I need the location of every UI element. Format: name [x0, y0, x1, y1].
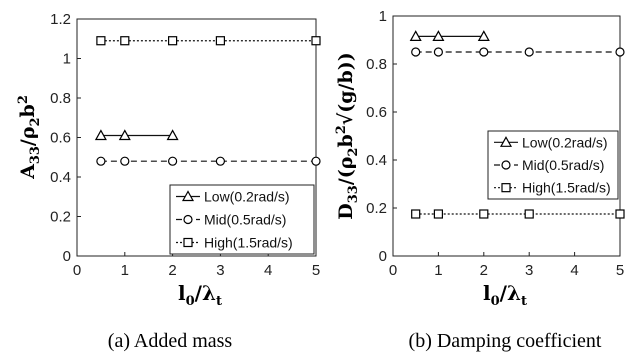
legend-label: Mid(0.5rad/s) — [522, 157, 604, 173]
data-point-square — [615, 209, 625, 219]
data-point-circle — [479, 47, 489, 57]
x-tick-label: 1 — [121, 262, 129, 279]
data-point-square — [120, 36, 130, 46]
data-point-circle — [615, 47, 625, 57]
data-point-triangle — [432, 30, 445, 42]
data-point-circle — [215, 156, 225, 166]
y-axis-label-a: A33/ρ2b2 — [16, 95, 43, 180]
y-tick-label: 1.2 — [50, 11, 71, 28]
legend-marker-square — [183, 237, 193, 248]
caption-b: (b) Damping coefficient — [409, 330, 602, 352]
x-tick-label: 5 — [312, 262, 320, 279]
panel-damping-coefficient: 0 1 2 3 4 5 0 0.2 0.4 0.6 0.8 1 Low(0.2rad/s) Mid(0.5… — [334, 8, 625, 352]
panel-added-mass: 0 1 2 3 4 5 0 0.2 0.4 0.6 0.8 1 1.2 Low(0.2rad/s) Mid(… — [16, 11, 321, 352]
data-point-triangle — [94, 129, 107, 141]
plot-area-a: 0 1 2 3 4 5 0 0.2 0.4 0.6 0.8 1 1.2 Low(0.2rad/s) Mid(… — [50, 11, 321, 279]
legend-label: Low(0.2rad/s) — [204, 189, 290, 205]
y-tick-label: 1 — [379, 8, 387, 25]
data-point-circle — [96, 156, 106, 166]
x-tick-label: 0 — [73, 262, 81, 279]
data-point-triangle — [118, 129, 131, 141]
data-point-circle — [120, 156, 130, 166]
data-point-square — [433, 209, 443, 219]
x-tick-label: 4 — [264, 262, 272, 279]
x-tick-label: 4 — [570, 262, 578, 279]
x-tick-label: 3 — [216, 262, 224, 279]
y-tick-label: 0 — [379, 248, 387, 265]
y-tick-label: 0.2 — [50, 209, 71, 226]
data-point-triangle — [166, 129, 179, 141]
x-axis-label-b: l0/λt — [483, 281, 527, 309]
data-point-square — [479, 209, 489, 219]
legend-label: High(1.5rad/s) — [204, 235, 293, 251]
legend-label: Low(0.2rad/s) — [522, 134, 608, 150]
y-tick-label: 0.4 — [366, 152, 387, 169]
data-point-circle — [311, 156, 321, 166]
y-tick-label: 0.4 — [50, 169, 71, 186]
data-point-square — [311, 36, 321, 46]
legend-marker-circle — [501, 160, 511, 170]
legend-marker-triangle — [499, 136, 513, 147]
data-point-square — [215, 36, 225, 46]
legend-marker-square — [501, 183, 511, 193]
caption-a: (a) Added mass — [108, 330, 233, 352]
y-tick-label: 0.6 — [366, 104, 387, 121]
x-tick-label: 0 — [389, 262, 397, 279]
y-tick-label: 0 — [63, 248, 71, 265]
axes-frame — [392, 15, 621, 257]
data-point-triangle — [477, 30, 490, 42]
y-tick-label: 1 — [63, 51, 71, 68]
x-axis-label-a: l0/λt — [178, 281, 222, 309]
legend-label: High(1.5rad/s) — [522, 180, 611, 196]
x-tick-label: 1 — [434, 262, 442, 279]
data-point-triangle — [409, 30, 422, 42]
data-point-circle — [524, 47, 534, 57]
data-point-circle — [411, 47, 421, 57]
x-tick-label: 5 — [616, 262, 624, 279]
x-tick-label: 2 — [168, 262, 176, 279]
data-point-circle — [433, 47, 443, 57]
data-point-square — [411, 209, 421, 219]
data-point-square — [168, 36, 178, 46]
x-tick-label: 3 — [525, 262, 533, 279]
y-axis-label-b: D33/(ρ2b2√(g/b)) — [334, 52, 361, 220]
data-point-circle — [168, 156, 178, 166]
legend-marker-triangle — [181, 190, 195, 202]
y-tick-label: 0.6 — [50, 130, 71, 147]
data-point-square — [96, 36, 106, 46]
y-tick-label: 0.8 — [366, 56, 387, 73]
data-point-square — [524, 209, 534, 219]
legend-label: Mid(0.5rad/s) — [204, 212, 286, 228]
legend-marker-circle — [183, 214, 193, 225]
plot-area-b: 0 1 2 3 4 5 0 0.2 0.4 0.6 0.8 1 Low(0.2rad/s) Mid(0.5… — [366, 8, 625, 279]
y-tick-label: 0.8 — [50, 90, 71, 107]
y-tick-label: 0.2 — [366, 200, 387, 217]
x-tick-label: 2 — [480, 262, 488, 279]
